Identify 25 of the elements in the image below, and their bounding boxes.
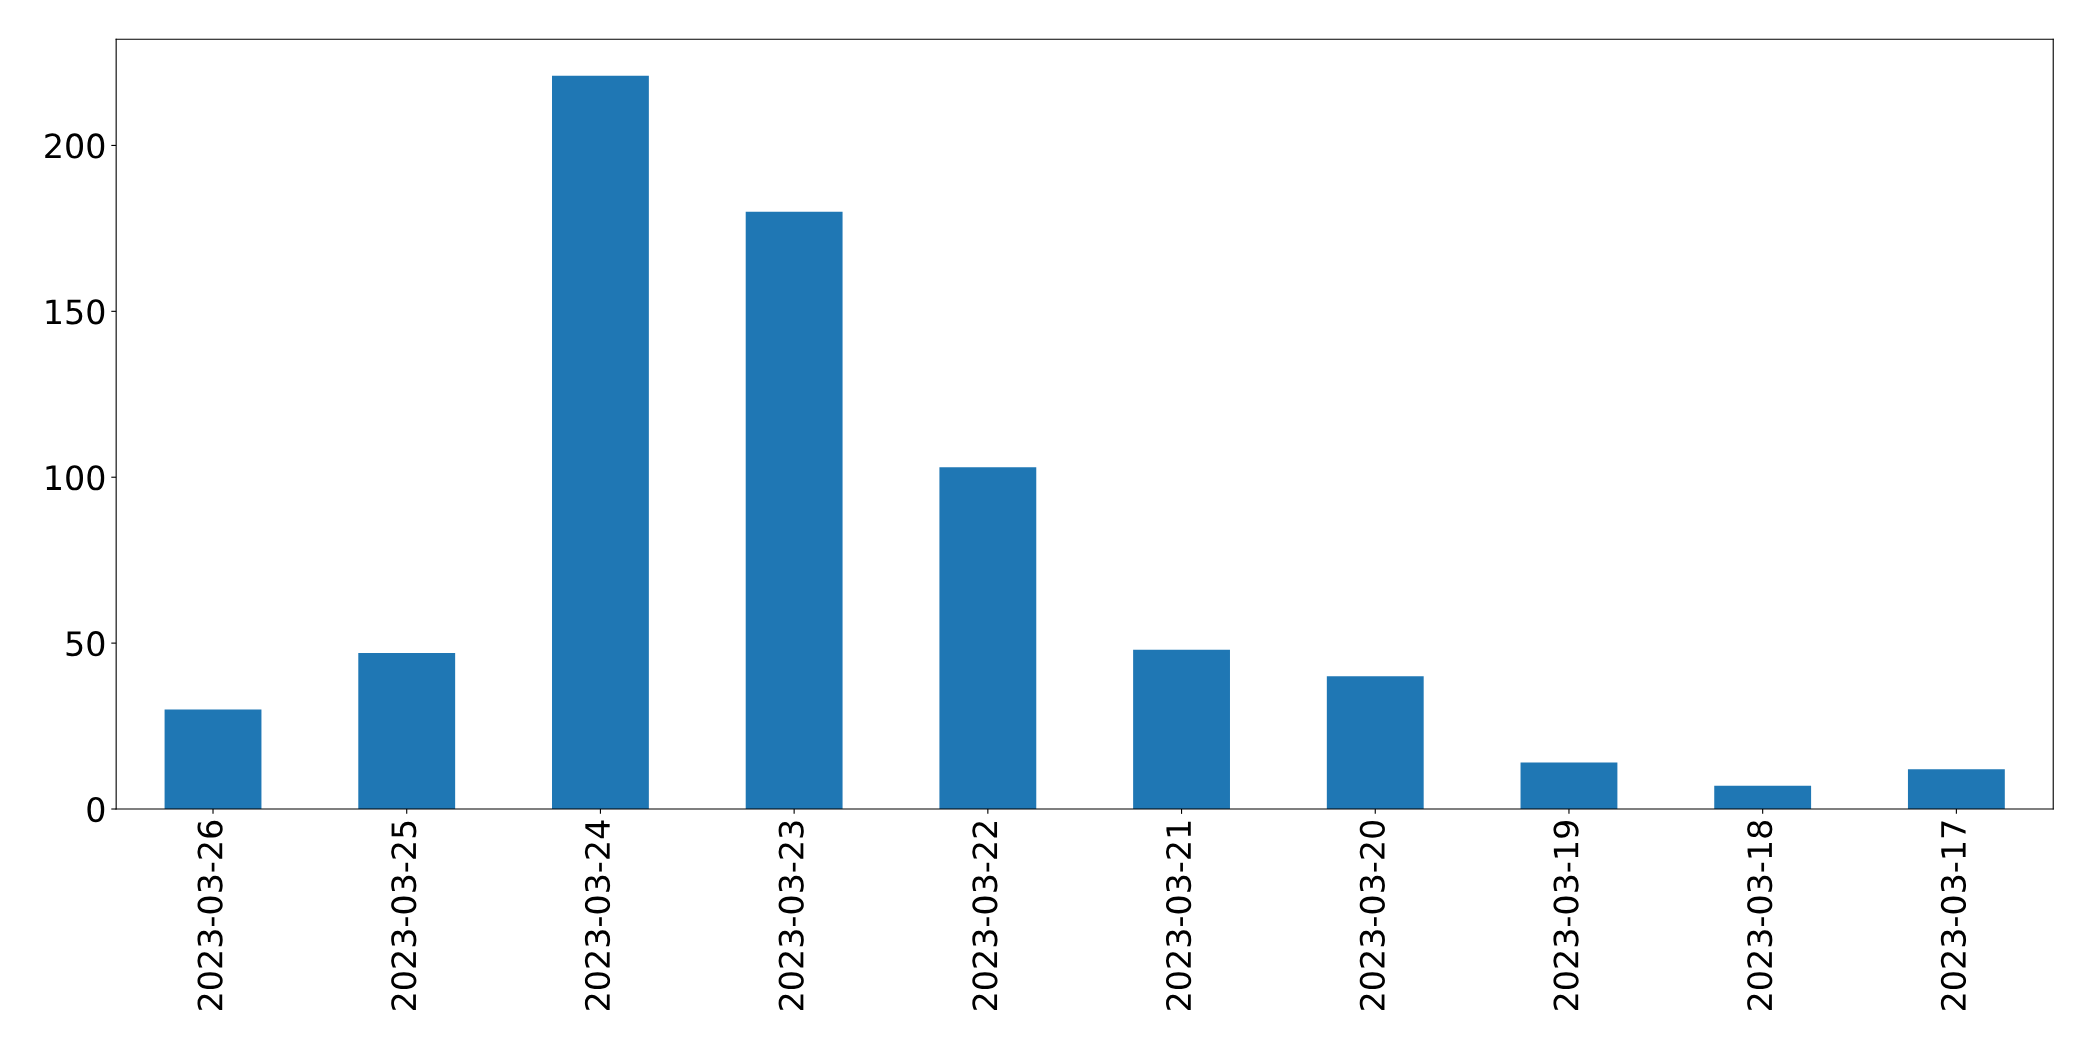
x-tick-label: 2023-03-26	[197, 820, 223, 1011]
bar	[1907, 769, 2005, 810]
y-tick-label: 0	[87, 796, 105, 823]
y-tick-label: 100	[46, 465, 105, 491]
bar	[1133, 649, 1230, 810]
bar	[358, 653, 456, 810]
bar	[552, 75, 649, 810]
bar	[1520, 762, 1618, 810]
x-tick-label: 2023-03-21	[1166, 821, 1192, 1011]
x-tick-label: 2023-03-23	[778, 821, 804, 1011]
x-tick-label: 2023-03-17	[1940, 821, 1967, 1011]
y-tick-label: 50	[66, 631, 105, 657]
x-tick-label: 2023-03-20	[1359, 820, 1385, 1011]
bar	[745, 211, 843, 810]
x-tick-label: 2023-03-25	[391, 821, 417, 1011]
bar	[1714, 785, 1812, 810]
x-tick-label: 2023-03-19	[1553, 821, 1579, 1011]
x-tick-label: 2023-03-24	[584, 820, 611, 1011]
y-tick-label: 150	[46, 299, 105, 325]
bar	[1326, 676, 1424, 810]
x-tick-label: 2023-03-22	[972, 822, 998, 1011]
bar	[164, 709, 262, 810]
bar	[939, 467, 1037, 810]
y-tick-label: 200	[45, 133, 105, 159]
x-tick-label: 2023-03-18	[1747, 821, 1773, 1011]
